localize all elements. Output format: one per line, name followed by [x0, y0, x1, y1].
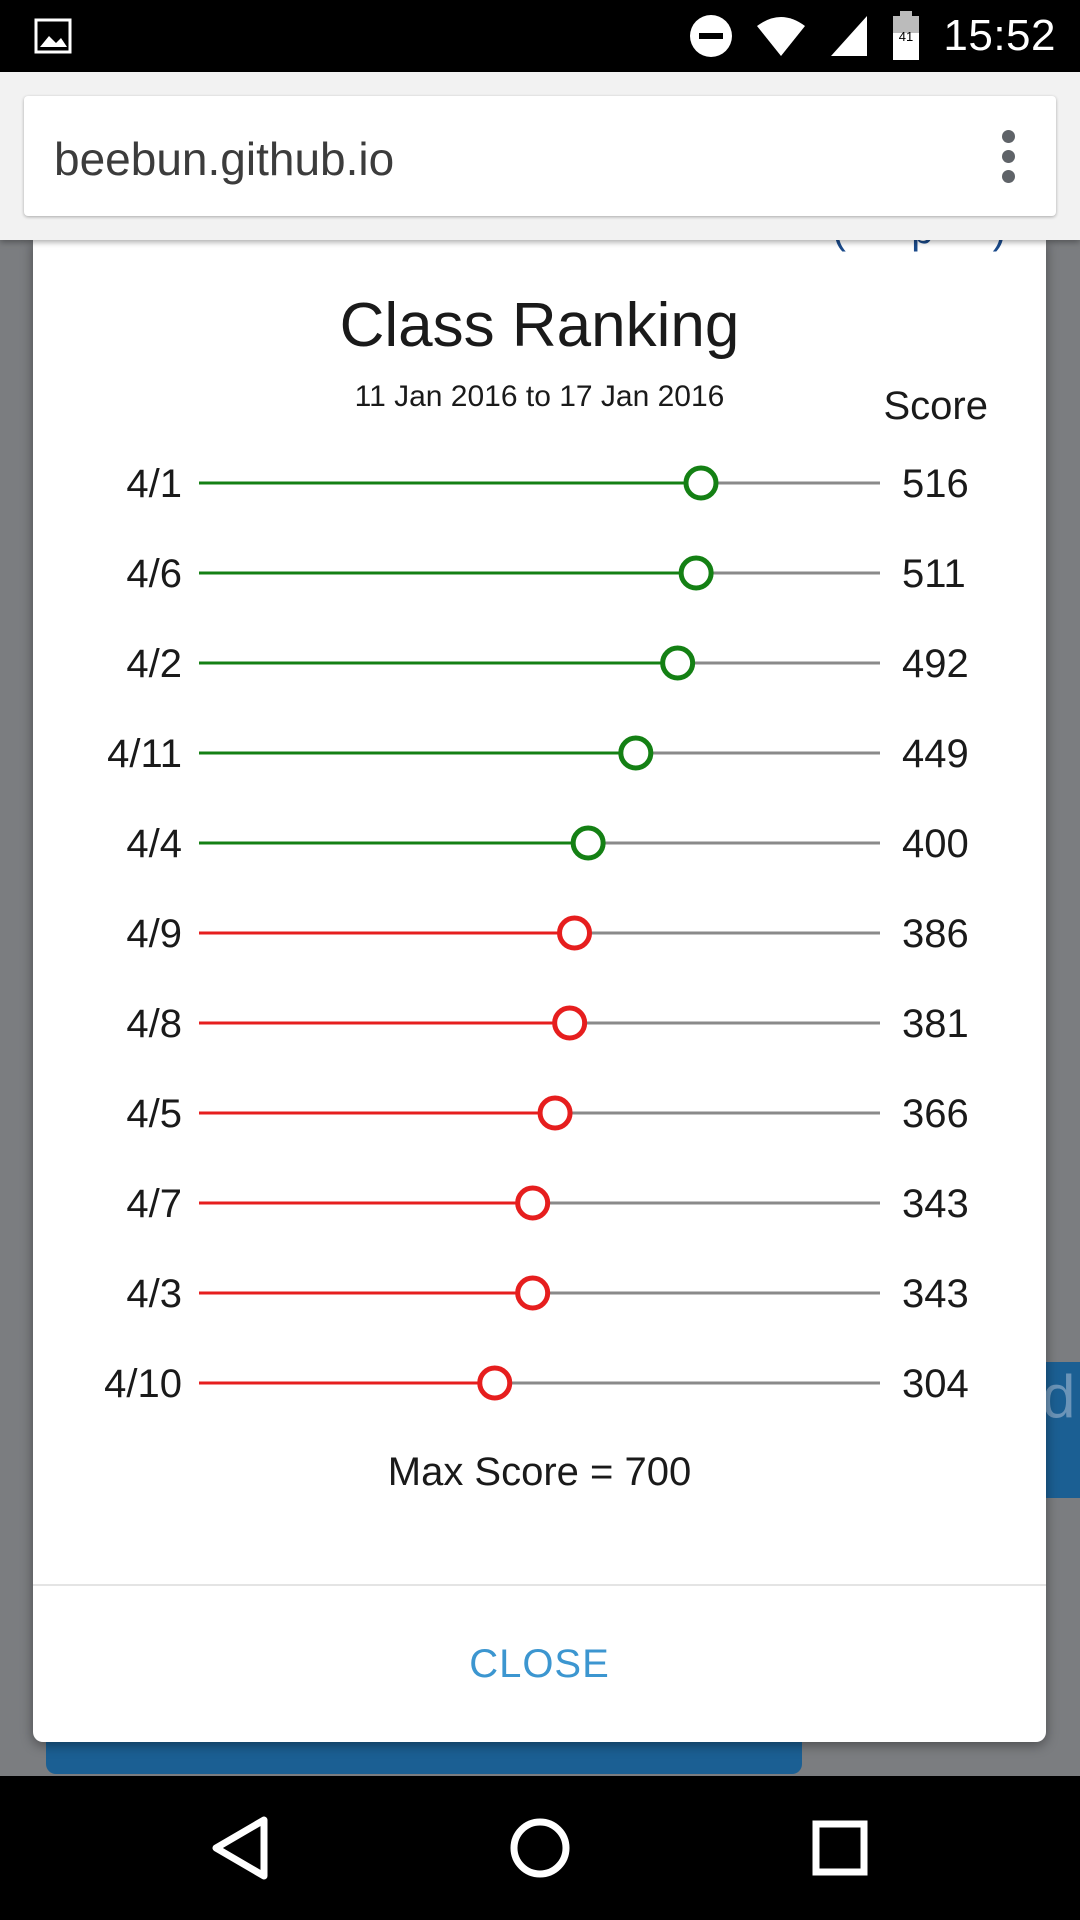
- score-value: 343: [902, 1182, 969, 1226]
- ranking-row: 4/5 366: [126, 1092, 968, 1136]
- class-ranking-dialog: ( – p ) Class Ranking 11 Jan 2016 to 17 …: [33, 240, 1046, 1742]
- class-label: 4/10: [104, 1362, 182, 1406]
- score-value: 400: [902, 822, 969, 866]
- browser-toolbar: beebun.github.io: [0, 72, 1080, 240]
- score-marker: [515, 1185, 551, 1221]
- scrolled-text-fragment: ( – p ): [833, 240, 1006, 253]
- class-label: 4/7: [126, 1182, 182, 1226]
- ranking-row: 4/4 400: [126, 822, 968, 866]
- ranking-row: 4/10 304: [104, 1362, 969, 1406]
- ranking-row: 4/7 343: [126, 1182, 968, 1226]
- recents-icon[interactable]: [798, 1806, 882, 1890]
- class-label: 4/3: [126, 1272, 182, 1316]
- score-value: 366: [902, 1092, 969, 1136]
- class-label: 4/9: [126, 912, 182, 956]
- score-marker: [537, 1095, 573, 1131]
- url-text[interactable]: beebun.github.io: [54, 133, 395, 185]
- score-value: 449: [902, 732, 969, 776]
- home-icon[interactable]: [498, 1806, 582, 1890]
- score-value: 386: [902, 912, 969, 956]
- score-marker: [552, 1005, 588, 1041]
- cell-signal-icon: [831, 16, 868, 56]
- score-marker: [557, 915, 593, 951]
- ranking-row: 4/2 492: [126, 642, 968, 686]
- max-score-label: Max Score = 700: [387, 1450, 692, 1494]
- ranking-row: 4/1 516: [126, 462, 968, 506]
- score-marker: [683, 465, 719, 501]
- ranking-chart: 4/1 516 4/6 511 4/2 492 4/11 449 4/4 400 4/9 386 4/8…: [104, 462, 969, 1406]
- wifi-icon: [757, 17, 806, 56]
- battery-level-text: 41: [899, 29, 913, 44]
- class-label: 4/8: [126, 1002, 182, 1046]
- score-marker: [660, 645, 696, 681]
- navigation-bar: [0, 1776, 1080, 1920]
- class-label: 4/4: [126, 822, 182, 866]
- date-range: 11 Jan 2016 to 17 Jan 2016: [354, 380, 725, 413]
- clock: 15:52: [943, 11, 1056, 60]
- more-vert-icon[interactable]: [1000, 130, 1016, 183]
- score-marker: [477, 1365, 513, 1401]
- ranking-row: 4/11 449: [107, 732, 969, 776]
- score-marker: [515, 1275, 551, 1311]
- back-icon[interactable]: [198, 1806, 282, 1890]
- class-label: 4/2: [126, 642, 182, 686]
- battery-icon: 41: [893, 11, 920, 60]
- score-marker: [570, 825, 606, 861]
- ranking-row: 4/6 511: [126, 552, 965, 596]
- ranking-row: 4/3 343: [126, 1272, 968, 1316]
- score-column-header: Score: [883, 384, 989, 428]
- score-value: 516: [902, 462, 969, 506]
- dialog-divider: [33, 1584, 1046, 1586]
- score-value: 511: [902, 552, 966, 596]
- ranking-row: 4/9 386: [126, 912, 968, 956]
- do-not-disturb-icon: [690, 15, 733, 57]
- score-value: 343: [902, 1272, 969, 1316]
- score-value: 381: [902, 1002, 969, 1046]
- address-bar[interactable]: beebun.github.io: [24, 96, 1056, 216]
- score-value: 492: [902, 642, 969, 686]
- status-bar: 41 15:52: [0, 0, 1080, 72]
- ranking-row: 4/8 381: [126, 1002, 968, 1046]
- class-label: 4/1: [126, 462, 182, 506]
- gallery-icon: [34, 18, 72, 54]
- dialog-title: Class Ranking: [339, 291, 740, 360]
- score-value: 304: [902, 1362, 969, 1406]
- score-marker: [618, 735, 654, 771]
- class-label: 4/6: [126, 552, 182, 596]
- class-label: 4/11: [107, 732, 182, 776]
- score-marker: [678, 555, 714, 591]
- class-label: 4/5: [126, 1092, 182, 1136]
- background-button: d: [1042, 1362, 1080, 1498]
- close-button[interactable]: CLOSE: [33, 1586, 1046, 1742]
